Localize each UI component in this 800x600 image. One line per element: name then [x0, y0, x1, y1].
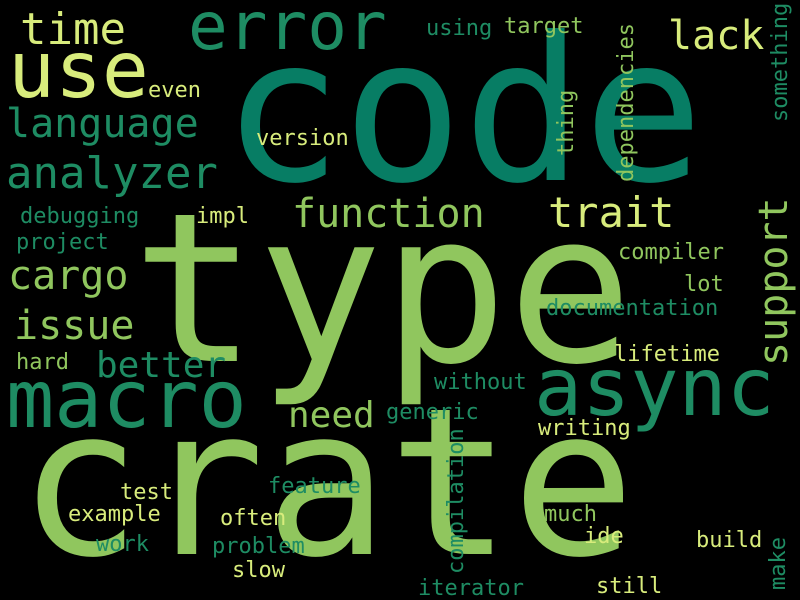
word-much: much: [544, 502, 597, 527]
word-ide: ide: [584, 524, 624, 549]
word-code: code: [222, 0, 704, 228]
word-lack: lack: [668, 13, 765, 59]
word-even: even: [148, 78, 201, 103]
word-slow: slow: [232, 558, 285, 583]
word-problem: problem: [212, 534, 305, 559]
word-test: test: [120, 480, 173, 505]
word-writing: writing: [538, 416, 631, 441]
word-example: example: [68, 502, 161, 527]
word-without: without: [434, 370, 527, 395]
word-make: make: [766, 537, 791, 590]
word-support: support: [751, 197, 797, 366]
word-cargo: cargo: [8, 253, 129, 299]
word-build: build: [696, 528, 763, 553]
word-function: function: [292, 191, 485, 237]
word-time: time: [20, 4, 126, 55]
word-something: something: [768, 2, 793, 122]
word-using: using: [426, 16, 493, 41]
word-iterator: iterator: [418, 576, 524, 600]
word-target: target: [504, 14, 584, 39]
word-better: better: [96, 345, 227, 386]
word-hard: hard: [16, 350, 69, 375]
word-generic: generic: [386, 400, 479, 425]
word-crate: crate: [18, 365, 636, 600]
word-async: async: [534, 341, 775, 434]
word-analyzer: analyzer: [6, 148, 218, 199]
word-lifetime: lifetime: [614, 342, 720, 367]
word-thing: thing: [554, 89, 579, 156]
word-macro: macro: [6, 353, 247, 446]
word-lot: lot: [684, 272, 724, 297]
word-need: need: [288, 395, 375, 436]
word-compilation: compilation: [444, 428, 469, 574]
word-often: often: [220, 506, 287, 531]
word-language: language: [6, 101, 199, 147]
word-version: version: [256, 126, 349, 151]
word-work: work: [96, 532, 149, 557]
word-still: still: [596, 574, 663, 599]
word-impl: impl: [196, 204, 249, 229]
word-project: project: [16, 230, 109, 255]
word-debugging: debugging: [20, 204, 140, 229]
word-dependencies: dependencies: [614, 23, 639, 182]
word-error: error: [188, 0, 387, 65]
word-documentation: documentation: [546, 296, 719, 321]
word-compiler: compiler: [618, 240, 724, 265]
word-use: use: [8, 26, 149, 116]
word-feature: feature: [268, 474, 361, 499]
word-trait: trait: [548, 188, 675, 237]
word-type: type: [132, 169, 633, 411]
word-issue: issue: [14, 303, 135, 349]
